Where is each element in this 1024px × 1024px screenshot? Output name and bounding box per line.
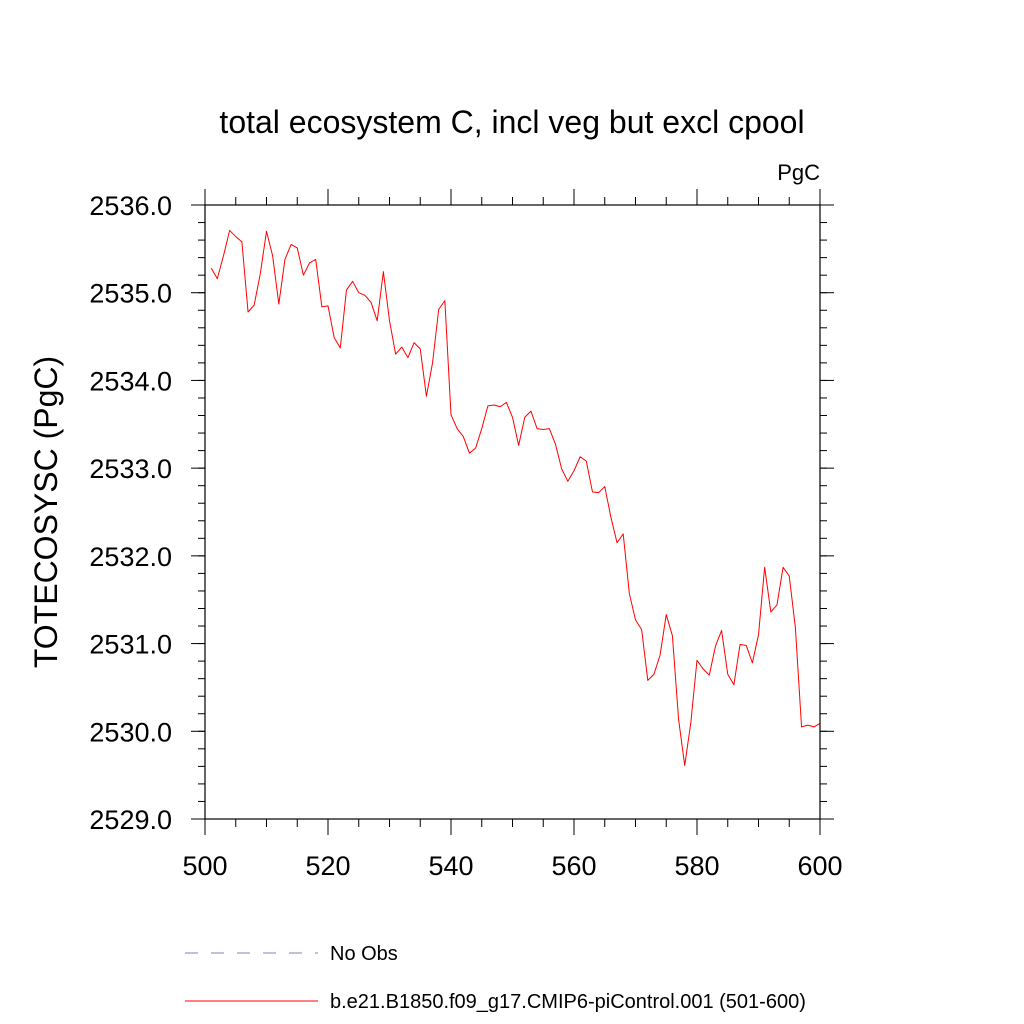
series-line-picontrol (210, 229, 821, 766)
x-tick-label: 540 (428, 851, 473, 881)
x-tick-label: 580 (674, 851, 719, 881)
chart-title: total ecosystem C, incl veg but excl cpo… (219, 104, 804, 140)
minor-ticks (198, 197, 827, 827)
legend-label-picontrol: b.e21.B1850.f09_g17.CMIP6-piControl.001 … (330, 991, 806, 1013)
x-tick-label: 600 (797, 851, 842, 881)
legend-label-no-obs: No Obs (330, 943, 398, 965)
x-tick-label: 500 (182, 851, 227, 881)
x-tick-labels: 500 520 540 560 580 600 (182, 851, 842, 881)
y-axis-label: TOTECOSYSC (PgC) (28, 356, 64, 668)
y-tick-label: 2534.0 (89, 366, 172, 396)
y-tick-labels: 2529.0 2530.0 2531.0 2532.0 2533.0 2534.0 2535… (89, 191, 172, 835)
plot-frame (204, 204, 821, 820)
x-tick-label: 560 (551, 851, 596, 881)
units-label: PgC (777, 160, 820, 185)
y-tick-label: 2532.0 (89, 542, 172, 572)
y-tick-label: 2531.0 (89, 630, 172, 660)
y-tick-label: 2536.0 (89, 191, 172, 221)
y-tick-label: 2529.0 (89, 805, 172, 835)
series-layer (210, 229, 821, 766)
y-tick-label: 2535.0 (89, 279, 172, 309)
y-tick-label: 2533.0 (89, 454, 172, 484)
major-ticks (191, 189, 834, 835)
y-tick-label: 2530.0 (89, 717, 172, 747)
x-tick-label: 520 (305, 851, 350, 881)
legend: No Obs b.e21.B1850.f09_g17.CMIP6-piContr… (185, 943, 806, 1013)
